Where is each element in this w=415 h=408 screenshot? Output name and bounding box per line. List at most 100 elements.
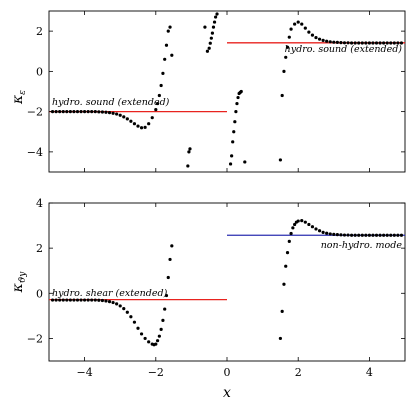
data-point (118, 304, 122, 308)
data-point (382, 233, 386, 237)
data-point (61, 298, 65, 302)
data-point (389, 233, 393, 237)
data-point (75, 298, 80, 302)
data-point (86, 110, 90, 114)
data-point (392, 233, 396, 237)
top-annotation-right: hydro. sound (extended) (285, 44, 403, 55)
top-data-points (50, 12, 404, 168)
bottom-data-points (50, 219, 404, 347)
bottom-ticks: 4 2 0 −2 −4 −2 0 2 4 (27, 197, 405, 379)
data-point (122, 307, 126, 311)
data-point (104, 299, 108, 303)
data-point (107, 300, 112, 304)
data-point (385, 233, 389, 237)
y-tick-label: −4 (27, 146, 43, 159)
data-point (97, 298, 101, 302)
data-point (287, 239, 291, 243)
y-tick-label: −2 (27, 332, 43, 345)
data-point (360, 41, 364, 45)
top-panel: 2 0 −2 −4 hydro. sound (extended) hydro. so… (10, 10, 406, 173)
data-point (385, 41, 389, 45)
data-point (214, 15, 218, 19)
data-point (72, 298, 76, 302)
data-point (205, 49, 210, 53)
data-point (293, 22, 297, 26)
data-point (104, 110, 108, 114)
data-point (335, 233, 339, 237)
data-point (168, 25, 172, 29)
data-point (382, 41, 386, 45)
data-point (378, 233, 382, 237)
data-point (54, 298, 58, 302)
data-point (159, 83, 163, 88)
data-point (293, 222, 297, 227)
data-point (314, 35, 318, 40)
data-point (207, 46, 211, 50)
data-point (364, 41, 368, 45)
data-point (287, 35, 291, 39)
data-point (233, 120, 237, 124)
data-point (188, 147, 192, 151)
data-point (139, 332, 144, 336)
data-point (79, 298, 83, 302)
data-point (278, 158, 282, 162)
data-point (325, 39, 329, 43)
data-point (307, 222, 311, 227)
data-point (100, 110, 104, 114)
data-point (65, 298, 69, 302)
data-point (154, 342, 158, 346)
bottom-plot-frame (48, 202, 406, 362)
data-point (321, 38, 325, 42)
data-point (147, 122, 151, 126)
data-point (143, 125, 147, 129)
data-point (129, 119, 133, 123)
data-point (367, 233, 371, 237)
data-point (159, 327, 163, 331)
data-point (107, 111, 112, 115)
data-point (303, 26, 307, 30)
data-point (111, 111, 115, 115)
data-point (307, 30, 311, 34)
data-point (125, 117, 129, 121)
top-plot-frame (48, 10, 406, 173)
data-point (374, 41, 379, 45)
data-point (164, 43, 169, 47)
data-point (83, 298, 87, 302)
data-point (280, 93, 284, 98)
data-point (58, 110, 62, 114)
data-point (230, 154, 234, 158)
data-point (147, 340, 151, 344)
data-point (161, 318, 165, 322)
data-point (278, 336, 282, 341)
data-point (170, 244, 174, 248)
data-point (132, 122, 137, 126)
data-point (68, 110, 72, 114)
data-point (93, 298, 97, 302)
data-point (118, 113, 122, 117)
data-point (228, 162, 233, 166)
data-point (235, 101, 239, 106)
bottom-annotation-left: hydro. shear (extended) (52, 288, 168, 299)
data-point (115, 302, 119, 306)
data-point (399, 233, 404, 237)
data-point (314, 227, 318, 231)
data-point (61, 110, 65, 114)
data-point (54, 110, 58, 114)
y-tick-label: 2 (36, 25, 43, 38)
top-y-axis-label: κε (10, 90, 28, 105)
data-point (310, 225, 315, 229)
data-point (93, 110, 97, 114)
data-point (239, 89, 243, 94)
data-point (157, 334, 161, 338)
data-point (132, 320, 137, 324)
data-point (389, 41, 393, 45)
data-point (357, 41, 361, 45)
data-point (139, 126, 144, 130)
data-point (332, 40, 336, 44)
data-point (332, 232, 336, 236)
x-tick-label: −4 (76, 366, 92, 379)
data-point (328, 232, 332, 236)
data-point (170, 53, 174, 57)
data-point (129, 315, 133, 319)
data-point (317, 229, 322, 233)
